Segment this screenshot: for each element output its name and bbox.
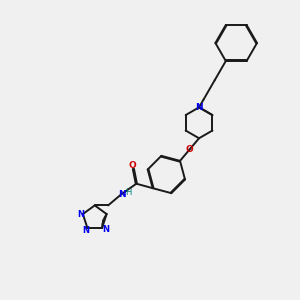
Text: N: N (82, 226, 89, 236)
Text: N: N (118, 190, 125, 199)
Text: N: N (77, 209, 84, 218)
Text: H: H (125, 188, 131, 197)
Text: O: O (186, 145, 194, 154)
Text: N: N (195, 103, 203, 112)
Text: O: O (129, 161, 137, 170)
Text: N: N (102, 225, 109, 234)
